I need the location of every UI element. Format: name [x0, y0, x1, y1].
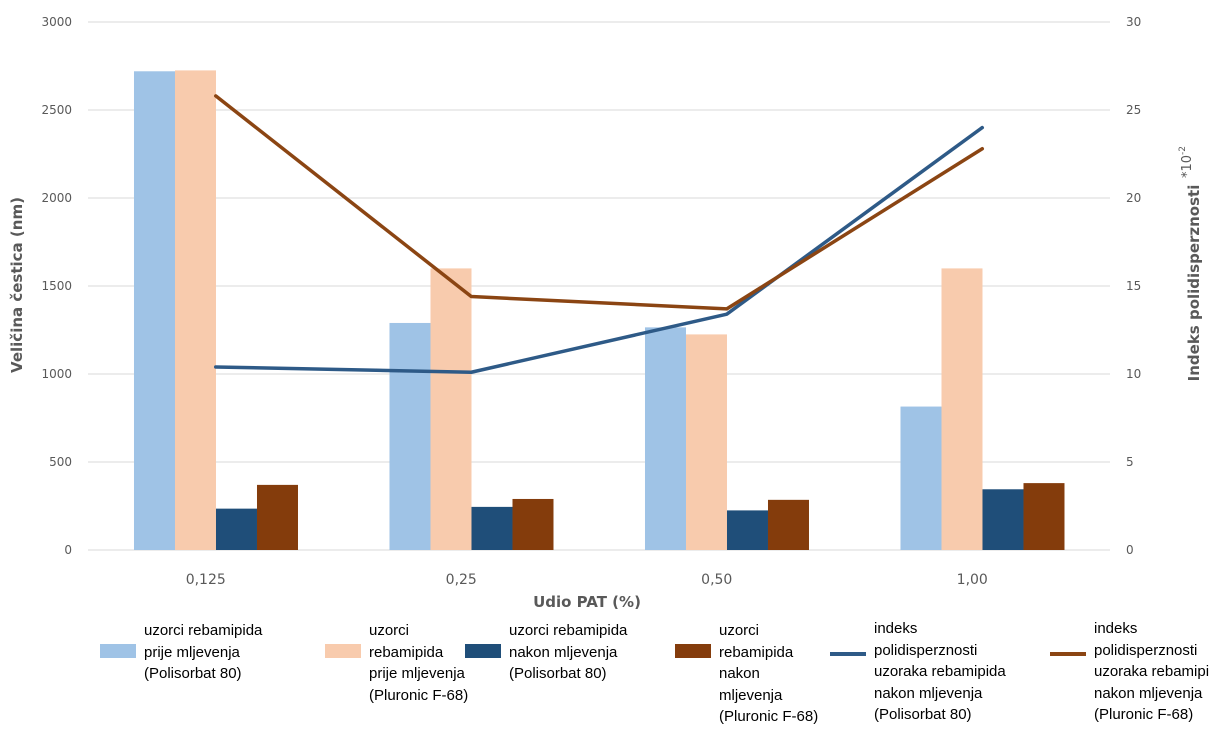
bar — [982, 489, 1024, 550]
y-tick-label: 3000 — [41, 15, 72, 29]
legend-label: uzorci rebamipida nakon mljevenja (Polis… — [509, 622, 628, 682]
legend-label: indeks polidisperznosti uzoraka rebamipi… — [1094, 620, 1209, 723]
x-axis-title: Udio PAT (%) — [533, 593, 641, 611]
bar — [389, 322, 431, 550]
x-tick-label: 0,50 — [701, 572, 732, 588]
legend-item: uzorci rebamipida nakon mljevenja (Polis… — [465, 620, 640, 685]
y2-tick-label: 25 — [1126, 103, 1141, 117]
legend-item: indeks polidisperznosti uzoraka rebamipi… — [1050, 620, 1209, 726]
chart: 0 500 1000 1500 2000 2500 3000 0 5 10 15 20 25 30 0,… — [8, 15, 1203, 611]
legend-item: uzorci rebamipida nakon mljevenja (Pluro… — [675, 620, 825, 728]
bar — [215, 508, 257, 550]
legend-item: indeks polidisperznosti uzoraka rebamipi… — [830, 620, 1030, 726]
y-tick-label: 1500 — [41, 279, 72, 293]
bar — [512, 498, 554, 550]
legend-line-swatch — [1050, 652, 1086, 656]
bar — [133, 71, 175, 550]
line-series — [214, 94, 984, 374]
x-axis-ticks: 0,125 0,25 0,50 1,00 — [186, 572, 988, 588]
y-axis-right-ticks: 0 5 10 15 20 25 30 — [1126, 15, 1141, 557]
y2-tick-label: 15 — [1126, 279, 1141, 293]
gridlines — [88, 21, 1110, 551]
bar — [174, 70, 216, 551]
legend-label: uzorci rebamipida prije mljevenja (Polis… — [144, 622, 263, 682]
legend: uzorci rebamipida prije mljevenja (Polis… — [100, 620, 1209, 730]
legend-label: uzorci rebamipida prije mljevenja (Pluro… — [369, 622, 469, 704]
y-axis-right-unit: *10-2 — [1178, 146, 1195, 178]
x-tick-label: 1,00 — [957, 572, 988, 588]
legend-swatch — [325, 644, 361, 658]
legend-item: uzorci rebamipida prije mljevenja (Pluro… — [325, 620, 485, 706]
legend-swatch — [100, 644, 136, 658]
bar — [685, 334, 727, 550]
bar — [767, 499, 809, 550]
bar-series — [133, 70, 1065, 551]
y2-tick-label: 30 — [1126, 15, 1141, 29]
legend-label: uzorci rebamipida nakon mljevenja (Pluro… — [719, 622, 819, 725]
y-axis-left-title: Veličina čestica (nm) — [8, 197, 26, 373]
y-tick-label: 2500 — [41, 103, 72, 117]
x-tick-label: 0,25 — [446, 572, 477, 588]
svg-text:*10-2: *10-2 — [1178, 146, 1195, 178]
bar — [1023, 483, 1065, 550]
bar — [256, 484, 298, 550]
y-axis-right-title: Indeks polidisperznosti — [1185, 185, 1203, 382]
y2-tick-label: 20 — [1126, 191, 1141, 205]
bar — [941, 268, 983, 550]
legend-line-swatch — [830, 652, 866, 656]
legend-label: indeks polidisperznosti uzoraka rebamipi… — [874, 620, 1006, 723]
bar — [471, 506, 513, 550]
legend-item: uzorci rebamipida prije mljevenja (Polis… — [100, 620, 290, 685]
series-line — [214, 125, 984, 374]
legend-swatch — [675, 644, 711, 658]
x-tick-label: 0,125 — [186, 572, 226, 588]
series-line — [214, 94, 984, 311]
bar — [644, 327, 686, 550]
bar — [900, 406, 942, 550]
y-axis-left-ticks: 0 500 1000 1500 2000 2500 3000 — [41, 15, 72, 557]
y2-tick-label: 5 — [1126, 455, 1134, 469]
y2-tick-label: 10 — [1126, 367, 1141, 381]
y-tick-label: 0 — [64, 543, 72, 557]
y2-tick-label: 0 — [1126, 543, 1134, 557]
y-axis-right-unit-base: *10 — [1180, 155, 1195, 178]
y-tick-label: 2000 — [41, 191, 72, 205]
y-axis-right-unit-exponent: -2 — [1178, 146, 1188, 155]
y-tick-label: 1000 — [41, 367, 72, 381]
bar — [430, 268, 472, 550]
y-tick-label: 500 — [49, 455, 72, 469]
bar — [726, 510, 768, 550]
legend-swatch — [465, 644, 501, 658]
